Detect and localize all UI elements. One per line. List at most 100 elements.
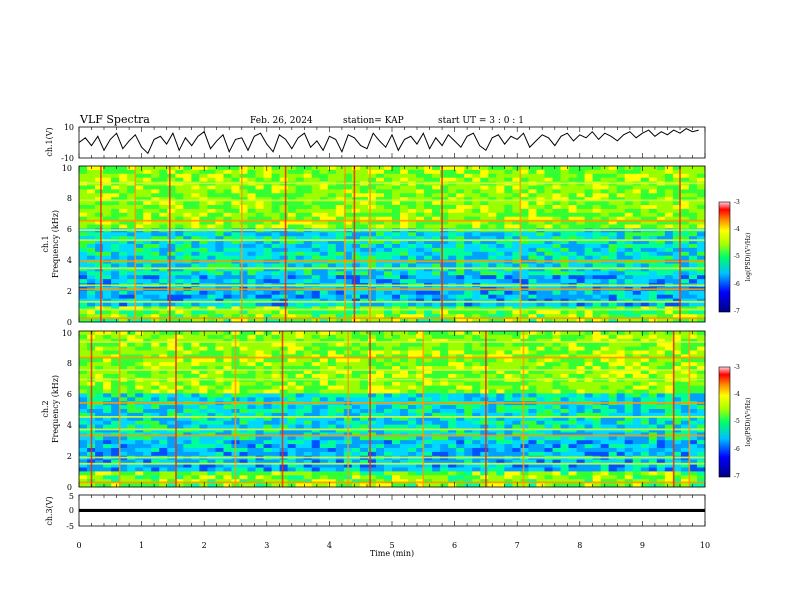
spectrogram-cell	[135, 451, 144, 457]
spectrogram-cell	[183, 436, 192, 441]
spectrogram-cell	[696, 232, 706, 237]
spectrogram-cell	[456, 271, 465, 276]
spectrogram-cell	[239, 201, 248, 206]
spectrogram-cell	[335, 483, 345, 488]
spectrogram-cell	[496, 232, 505, 237]
spectrogram-cell	[191, 436, 200, 441]
spectrogram-cell	[167, 471, 176, 476]
spectrogram-cell	[656, 267, 666, 272]
spectrogram-cell	[311, 166, 321, 171]
spectrogram-cell	[239, 334, 248, 340]
spectrogram-cell	[392, 373, 401, 379]
spectrogram-cell	[135, 267, 144, 272]
spectrogram-cell	[416, 318, 425, 323]
spectrogram-cell	[464, 208, 473, 214]
spectrogram-cell	[159, 346, 168, 351]
spectrogram-cell	[664, 205, 674, 210]
spectrogram-cell	[408, 185, 417, 190]
spectrogram-cell	[279, 409, 289, 414]
spectrogram-cell	[239, 475, 248, 480]
spectrogram-cell	[536, 197, 545, 202]
spectrogram-cell	[664, 318, 674, 323]
spectrogram-cell	[440, 275, 449, 280]
spectrogram-cell	[327, 338, 337, 344]
spectrogram-cell	[303, 416, 313, 422]
spectrogram-cell	[151, 166, 160, 171]
spectrogram-cell	[375, 405, 385, 410]
spectrogram-cell	[319, 393, 329, 398]
spectrogram-cell	[367, 306, 377, 311]
spectrogram-cell	[159, 420, 168, 425]
spectrogram-cell	[480, 318, 489, 323]
spectrogram-cell	[367, 393, 377, 398]
spectrogram-cell	[159, 331, 168, 336]
spectrogram-cell	[375, 236, 385, 241]
spectrogram-cell	[359, 251, 369, 257]
spectrogram-cell	[87, 189, 96, 194]
spectrogram-cell	[263, 185, 273, 190]
spectrogram-cell	[231, 189, 240, 194]
spectrogram-cell	[375, 393, 385, 398]
spectrogram-cell	[143, 208, 152, 214]
spectrogram-cell	[111, 385, 120, 390]
spectrogram-cell	[127, 205, 136, 210]
spectrogram-band	[79, 288, 705, 291]
spectrogram-cell	[303, 185, 313, 190]
spectrogram-cell	[392, 471, 401, 476]
spectrogram-cell	[624, 290, 634, 296]
spectrogram-cell	[392, 205, 401, 210]
spectrogram-cell	[175, 318, 184, 323]
spectrogram-cell	[247, 271, 256, 276]
spectrogram-cell	[359, 467, 369, 472]
spectrogram-cell	[327, 205, 337, 210]
spectrogram-cell	[79, 267, 88, 272]
spectrogram-cell	[416, 290, 425, 296]
spectrogram-cell	[223, 459, 232, 464]
spectrogram-cell	[127, 385, 136, 390]
spectrogram-cell	[215, 424, 224, 429]
spectrogram-cell	[111, 428, 120, 433]
spectrogram-cell	[175, 370, 184, 375]
spectrogram-cell	[440, 247, 449, 253]
spectrogram-cell	[624, 166, 634, 171]
spectrogram-cell	[111, 354, 120, 359]
spectrogram-band	[79, 239, 705, 242]
spectrogram-cell	[520, 220, 529, 225]
spectrogram-cell	[239, 302, 248, 307]
spectrogram-cell	[375, 479, 385, 484]
spectrogram-band	[79, 260, 705, 263]
spectrogram-cell	[392, 444, 401, 449]
spectrogram-cell	[408, 169, 417, 175]
spectrogram-cell	[279, 251, 289, 257]
spectrogram-cell	[367, 193, 377, 198]
spectrogram-cell	[231, 263, 240, 268]
spectrogram-cell	[119, 366, 128, 371]
spectrogram-cell	[183, 475, 192, 480]
spectrogram-cell	[520, 290, 529, 296]
spectrogram-cell	[303, 334, 313, 340]
spectrogram-spike	[100, 166, 102, 322]
spectrogram-cell	[383, 459, 393, 464]
spectrogram-cell	[247, 255, 256, 260]
spectrogram-cell	[175, 189, 184, 194]
spectrogram-cell	[359, 436, 369, 441]
spectrogram-cell	[159, 334, 168, 340]
spectrogram-cell	[375, 306, 385, 311]
spectrogram-cell	[367, 189, 377, 194]
ch1-colorbar: -3 -4 -5 -6 -7 log(PSD)(V²/Hz)	[718, 199, 752, 315]
spectrogram-cell	[151, 275, 160, 280]
spectrogram-cell	[600, 185, 610, 190]
spectrogram-cell	[183, 247, 192, 253]
spectrogram-cell	[367, 212, 377, 218]
spectrogram-cell	[608, 263, 618, 268]
spectrogram-cell	[536, 240, 545, 245]
spectrogram-cell	[696, 318, 706, 323]
spectrogram-cell	[335, 370, 345, 375]
spectrogram-cell	[640, 220, 650, 225]
spectrogram-cell	[335, 267, 345, 272]
spectrogram-cell	[576, 306, 586, 311]
spectrogram-cell	[584, 267, 594, 272]
spectrogram-cell	[656, 212, 666, 218]
spectrogram-cell	[239, 424, 248, 429]
spectrogram-cell	[472, 193, 481, 198]
